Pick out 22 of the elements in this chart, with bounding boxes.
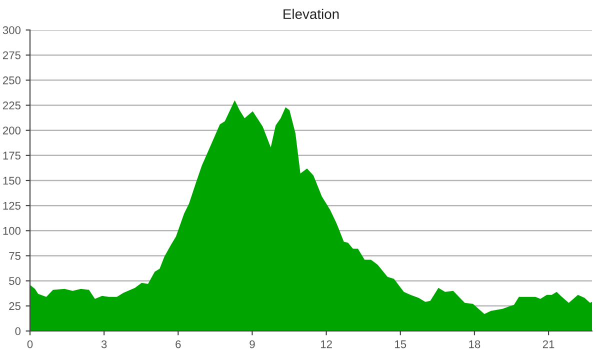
y-tick-label: 150 xyxy=(3,176,21,185)
x-tick-label: 6 xyxy=(176,340,181,348)
chart-title: Elevation xyxy=(284,8,339,20)
y-tick-label: 250 xyxy=(2,76,21,84)
y-tick-label: 275 xyxy=(2,51,21,60)
y-tick-label: 125 xyxy=(3,202,21,210)
y-tick-label: 225 xyxy=(2,102,21,110)
x-tick-label: 21 xyxy=(542,340,554,348)
x-tick-label: 9 xyxy=(250,340,255,348)
x-tick-label: 18 xyxy=(469,340,480,348)
x-tick-label: 0 xyxy=(27,340,33,348)
y-tick-label: 50 xyxy=(9,277,21,285)
x-tick-label: 15 xyxy=(395,340,406,348)
y-tick-label: 300 xyxy=(2,26,21,34)
x-tick-label: 3 xyxy=(101,340,107,348)
y-tick-label: 25 xyxy=(9,302,21,310)
y-tick-label: 200 xyxy=(2,126,21,134)
y-tick-label: 75 xyxy=(9,252,21,260)
x-tick-label: 12 xyxy=(320,340,332,348)
y-tick-label: 100 xyxy=(3,226,21,235)
y-tick-label: 0 xyxy=(15,327,21,336)
y-tick-label: 175 xyxy=(3,152,21,160)
